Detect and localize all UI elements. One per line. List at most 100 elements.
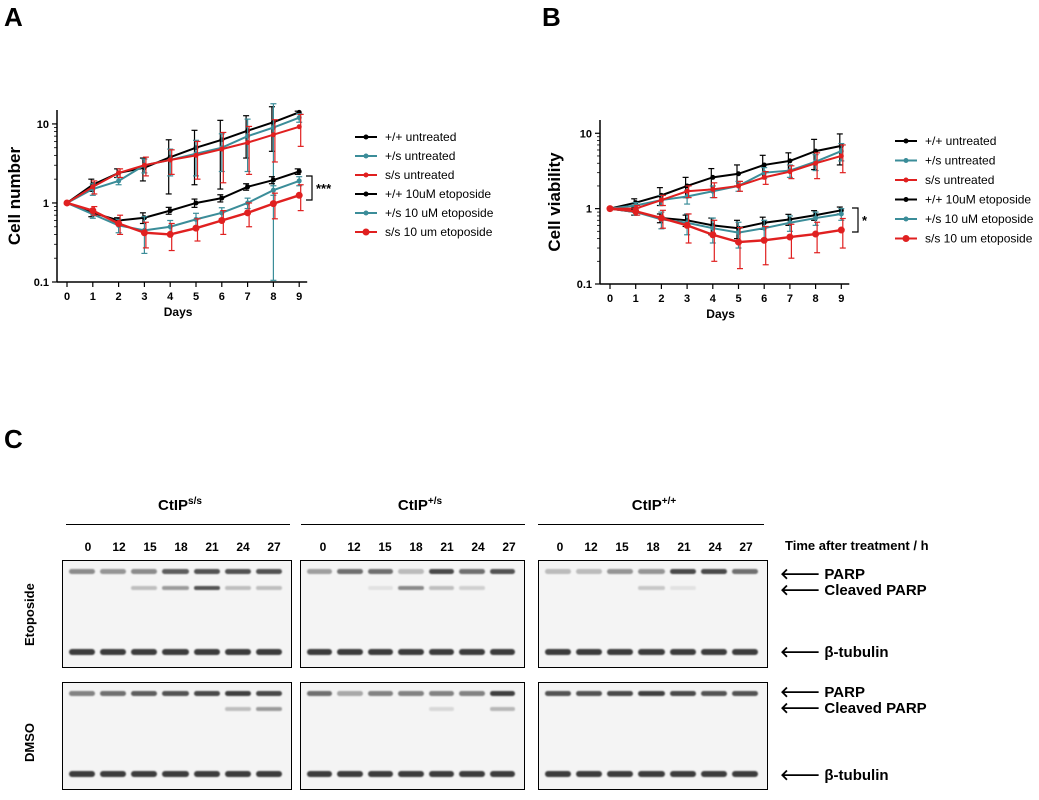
legend-marker — [903, 197, 909, 202]
tubulin-band — [307, 649, 333, 655]
lane-number: 15 — [378, 540, 392, 554]
legend-label: +/+ 10uM etoposide — [385, 187, 491, 201]
series-0 — [607, 133, 844, 212]
x-tick-label: 6 — [761, 293, 767, 305]
tubulin-band — [255, 771, 282, 777]
cleaved-parp-band — [669, 586, 696, 590]
tubulin-band — [428, 771, 455, 777]
data-point — [709, 231, 717, 239]
legend-label: +/+ 10uM etoposide — [925, 193, 1031, 207]
lane-number: 24 — [708, 540, 722, 554]
x-tick-label: 7 — [787, 293, 793, 305]
data-point — [244, 209, 252, 217]
parp-band — [69, 569, 96, 574]
data-point — [760, 236, 768, 244]
x-tick-label: 1 — [633, 293, 639, 305]
blot-panel — [62, 560, 292, 668]
time-after-treatment-label: Time after treatment / h — [785, 538, 929, 553]
tubulin-band — [224, 771, 251, 777]
series-line — [66, 179, 300, 232]
data-point — [270, 132, 276, 138]
genotype-header-plus-s: CtIP+/s — [397, 496, 443, 514]
tubulin-band — [398, 771, 424, 777]
parp-band — [224, 691, 251, 696]
data-point — [658, 197, 664, 203]
lane-number: 18 — [646, 540, 660, 554]
parp-band — [576, 569, 603, 574]
tubulin-band — [700, 649, 727, 655]
parp-band — [576, 691, 603, 696]
y-tick-label: 1 — [43, 198, 49, 210]
panel-label-c: C — [4, 424, 23, 454]
tubulin-band — [669, 771, 696, 777]
parp-band — [398, 569, 424, 574]
cleaved-parp-band — [459, 586, 485, 590]
genotype-header-plus-plus: CtIP+/+ — [631, 496, 677, 514]
y-tick-label: 0.1 — [577, 279, 592, 291]
legend-label: s/s untreated — [385, 168, 454, 182]
panel-label-b: B — [542, 2, 561, 32]
x-tick-label: 6 — [219, 291, 225, 303]
series-line — [609, 207, 842, 230]
tubulin-band — [638, 649, 665, 655]
blot-panel — [300, 682, 525, 790]
data-point — [813, 215, 819, 221]
lane-number: 21 — [205, 540, 219, 554]
series-line — [66, 116, 300, 204]
legend-label: +/+ untreated — [925, 134, 996, 148]
tubulin-band — [576, 771, 603, 777]
chart-b: 10 1 0.1 0 1 2 3 4 5 6 7 8 9 Days Cell viability +/+ un… — [545, 120, 1034, 321]
cleaved-parp-band — [638, 586, 665, 590]
tubulin-band — [193, 771, 220, 777]
series-line — [610, 154, 842, 210]
cleaved-parp-band — [224, 586, 251, 590]
cleaved-parp-band — [131, 586, 158, 590]
data-point — [684, 188, 690, 194]
tubulin-band — [669, 649, 696, 655]
x-tick-label: 1 — [90, 291, 96, 303]
x-tick-label: 2 — [658, 293, 664, 305]
x-tick-label: 9 — [838, 293, 844, 305]
tubulin-band — [69, 649, 96, 655]
cleaved-parp-band — [255, 586, 282, 590]
y-axis-title: Cell viability — [545, 152, 564, 252]
tubulin-band — [307, 771, 333, 777]
data-point — [296, 124, 302, 130]
parp-band — [428, 569, 455, 574]
tubulin-band — [255, 649, 282, 655]
band-label-tubulin-etoposide: 🡐 β-tubulin — [780, 644, 889, 661]
data-point — [166, 230, 174, 238]
data-point — [192, 224, 200, 232]
legend-label: +/s 10 uM etoposide — [385, 206, 494, 220]
series-line — [609, 207, 842, 234]
data-point — [245, 140, 251, 146]
significance-label: *** — [316, 181, 332, 196]
tubulin-band — [638, 771, 665, 777]
lane-number: 0 — [556, 540, 564, 554]
tubulin-band — [367, 649, 394, 655]
parp-band — [489, 569, 515, 574]
tubulin-band — [69, 771, 96, 777]
lane-number: 21 — [440, 540, 454, 554]
series-line — [609, 207, 842, 244]
legend-marker — [903, 216, 909, 222]
legend-marker — [903, 158, 909, 163]
parp-band — [731, 691, 758, 696]
parp-band — [337, 691, 363, 696]
genotype-underline-plus-plus — [538, 524, 764, 525]
chart-a: 10 1 0.1 0 1 2 3 4 5 6 7 8 9 Days Cell number +/+ untre… — [5, 103, 494, 319]
parp-band — [131, 691, 158, 696]
lane-number: 24 — [236, 540, 250, 554]
data-point — [838, 211, 844, 217]
data-point — [270, 177, 276, 183]
tubulin-band — [700, 771, 727, 777]
lane-number: 15 — [143, 540, 157, 554]
arrow-left-icon: 🡐 — [780, 684, 821, 701]
lane-number: 12 — [347, 540, 361, 554]
legend-marker — [363, 153, 369, 159]
condition-label-dmso: DMSO — [22, 723, 37, 762]
cleaved-parp-band — [224, 707, 251, 711]
band-label-parp-etoposide: 🡐 PARP — [780, 566, 865, 583]
y-tick-label: 10 — [37, 119, 49, 131]
parp-band — [731, 569, 758, 574]
